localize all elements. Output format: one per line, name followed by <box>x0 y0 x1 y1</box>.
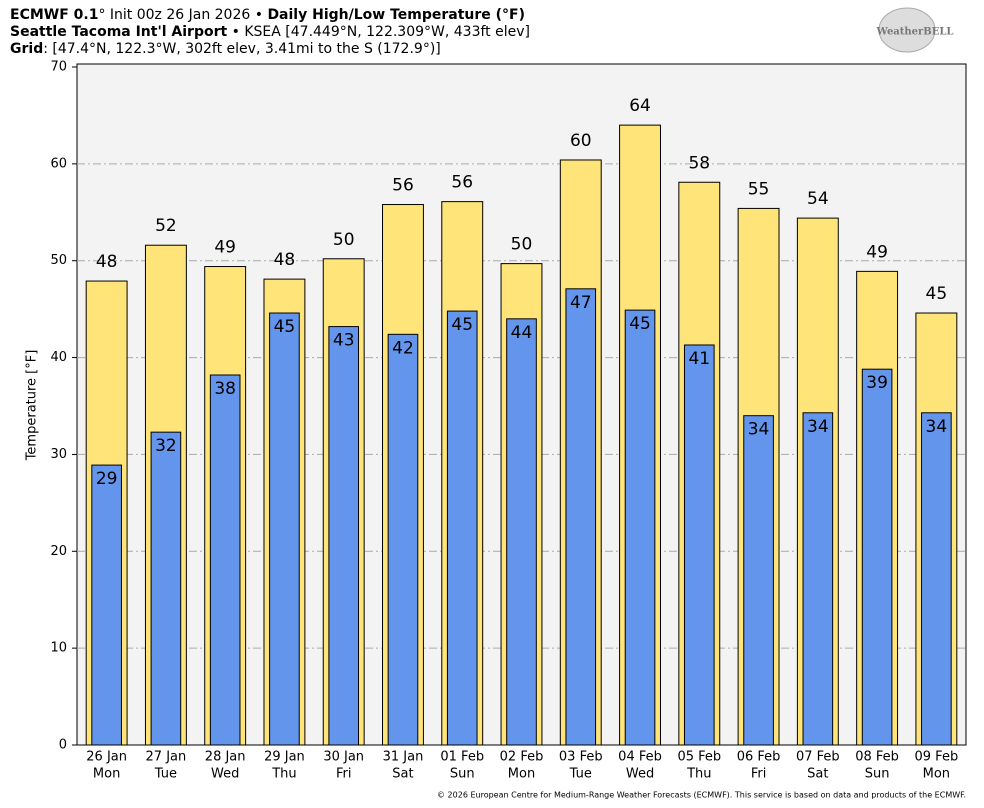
x-tick-weekday: Mon <box>923 767 950 782</box>
bar <box>209 374 241 746</box>
value-label: 54 <box>807 189 829 209</box>
y-tick-label: 0 <box>59 738 67 753</box>
x-tick-label: 07 Feb <box>796 750 840 765</box>
value-label: 49 <box>866 242 888 262</box>
y-tick-label: 70 <box>50 60 67 75</box>
x-tick-weekday: Wed <box>211 767 239 782</box>
footer: © 2026 European Centre for Medium-Range … <box>437 791 966 800</box>
x-tick-label: 01 Feb <box>440 750 484 765</box>
value-label: 47 <box>570 293 592 313</box>
value-label: 45 <box>629 314 651 334</box>
value-label: 45 <box>926 284 948 304</box>
value-label: 34 <box>926 417 948 437</box>
value-label: 60 <box>570 131 592 151</box>
bar <box>565 288 597 746</box>
value-label: 42 <box>392 338 414 358</box>
subtitle: Seattle Tacoma Int'l Airport • KSEA [47.… <box>10 24 530 40</box>
value-label: 45 <box>274 317 296 337</box>
bar <box>921 412 952 746</box>
station-info: • KSEA [47.449°N, 122.309°W, 433ft elev] <box>227 24 530 40</box>
bar <box>91 464 122 746</box>
x-tick-label: 28 Jan <box>205 750 246 765</box>
bar <box>387 333 419 746</box>
value-label: 52 <box>155 216 177 236</box>
x-tick-label: 29 Jan <box>264 750 305 765</box>
value-label: 44 <box>511 323 533 343</box>
x-tick-weekday: Thu <box>686 767 711 782</box>
value-label: 43 <box>333 331 355 351</box>
value-label: 41 <box>688 349 710 369</box>
bar <box>743 415 774 746</box>
x-tick-weekday: Mon <box>508 767 535 782</box>
x-tick-weekday: Mon <box>93 767 120 782</box>
bar <box>446 310 478 746</box>
x-tick-weekday: Wed <box>626 767 654 782</box>
x-tick-label: 04 Feb <box>618 750 662 765</box>
value-label: 49 <box>214 238 236 258</box>
value-label: 38 <box>214 379 236 399</box>
x-tick-weekday: Fri <box>336 767 352 782</box>
x-tick-label: 30 Jan <box>323 750 364 765</box>
value-label: 56 <box>451 173 473 193</box>
x-tick-label: 09 Feb <box>915 750 959 765</box>
bar <box>269 312 300 746</box>
bar <box>506 318 537 746</box>
bar <box>802 412 834 746</box>
grid-detail: : [47.4°N, 122.3°W, 302ft elev, 3.41mi t… <box>43 41 441 57</box>
bar <box>624 309 656 746</box>
y-axis-label: Temperature [°F] <box>25 350 40 462</box>
title-product: Daily High/Low Temperature (°F) <box>267 7 525 23</box>
x-tick-label: 02 Feb <box>500 750 544 765</box>
x-tick-weekday: Sun <box>450 767 475 782</box>
logo-swirl <box>878 7 936 53</box>
x-tick-label: 27 Jan <box>146 750 187 765</box>
x-tick-weekday: Tue <box>154 767 177 782</box>
y-tick-label: 30 <box>50 447 67 462</box>
x-tick-weekday: Tue <box>569 767 592 782</box>
x-tick-label: 05 Feb <box>677 750 721 765</box>
y-tick-label: 20 <box>50 544 67 559</box>
x-tick-label: 31 Jan <box>383 750 424 765</box>
y-tick-label: 60 <box>50 156 67 171</box>
value-label: 32 <box>155 436 177 456</box>
x-tick-weekday: Thu <box>271 767 296 782</box>
value-label: 39 <box>866 373 888 393</box>
title-model: ECMWF 0.1 <box>10 7 98 23</box>
bar <box>683 344 715 746</box>
value-label: 55 <box>748 179 770 199</box>
value-label: 50 <box>511 235 533 255</box>
title-init: ° Init 00z 26 Jan 2026 • <box>98 7 267 23</box>
bar <box>861 368 893 746</box>
value-label: 56 <box>392 176 414 196</box>
value-label: 48 <box>274 250 296 270</box>
title: ECMWF 0.1° Init 00z 26 Jan 2026 • Daily … <box>10 7 525 23</box>
value-label: 64 <box>629 96 651 116</box>
x-tick-label: 03 Feb <box>559 750 603 765</box>
x-tick-weekday: Sun <box>865 767 890 782</box>
value-label: 45 <box>451 315 473 335</box>
value-label: 34 <box>748 420 770 440</box>
grid-info: Grid: [47.4°N, 122.3°W, 302ft elev, 3.41… <box>10 41 441 57</box>
y-tick-label: 10 <box>50 641 67 656</box>
x-tick-label: 08 Feb <box>855 750 899 765</box>
value-label: 48 <box>96 252 118 272</box>
bar <box>328 326 360 746</box>
value-label: 34 <box>807 417 829 437</box>
value-label: 29 <box>96 469 118 489</box>
value-label: 50 <box>333 230 355 250</box>
station: Seattle Tacoma Int'l Airport <box>10 24 228 40</box>
x-tick-weekday: Sat <box>807 767 828 782</box>
y-tick-label: 40 <box>50 350 67 365</box>
x-tick-label: 26 Jan <box>86 750 127 765</box>
x-tick-label: 06 Feb <box>737 750 781 765</box>
x-tick-weekday: Fri <box>751 767 767 782</box>
y-tick-label: 50 <box>50 253 67 268</box>
value-label: 58 <box>688 153 710 173</box>
x-tick-weekday: Sat <box>392 767 413 782</box>
grid-word: Grid <box>10 41 43 57</box>
logo: WeatherBELL <box>876 27 954 38</box>
bar <box>150 431 182 746</box>
